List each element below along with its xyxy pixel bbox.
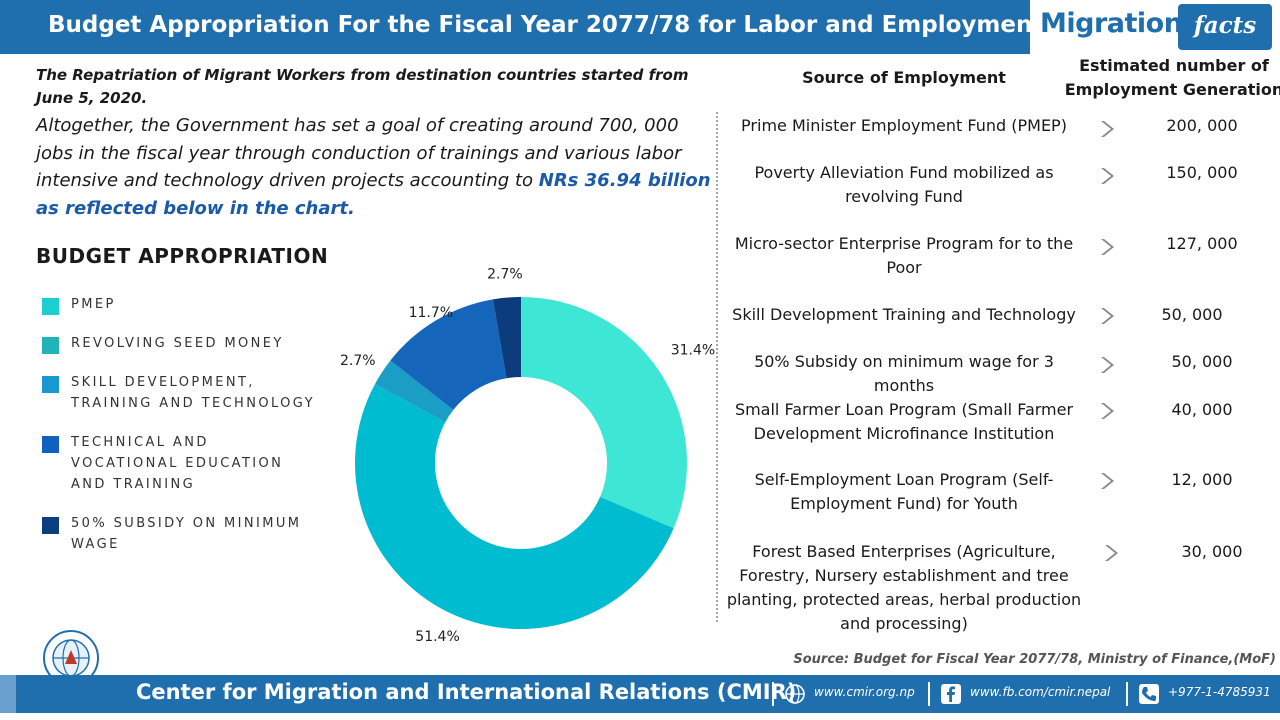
chart-title: BUDGET APPROPRIATION — [36, 244, 329, 268]
globe-icon — [785, 684, 805, 704]
employment-count: 127, 000 — [1166, 234, 1238, 253]
donut-slice-technical-vocational — [390, 299, 507, 410]
legend-label: REVOLVING SEED MONEY — [71, 336, 284, 351]
legend-label: PMEP — [71, 297, 116, 312]
employment-source: Prime Minister Employment Fund (PMEP) — [741, 116, 1067, 135]
chevron-right-icon — [1105, 545, 1118, 561]
donut-slice-subsidy-minimum-wage — [492, 297, 521, 379]
employment-count: 12, 000 — [1171, 470, 1233, 489]
legend-swatch — [42, 517, 59, 534]
employment-count: 50, 000 — [1171, 352, 1233, 371]
employment-count: 40, 000 — [1171, 400, 1233, 419]
intro-highlight: NRs 36.94 billion as reflected below in … — [36, 170, 711, 219]
intro-body: Altogether, the Government has set a goa… — [36, 112, 716, 222]
legend-item-technical-vocational: TECHNICAL AND VOCATIONAL EDUCATION AND T… — [42, 432, 322, 495]
table-header-source: Source of Employment — [802, 68, 1006, 87]
donut-slice-skill-development — [374, 360, 454, 423]
logo-text-facts: facts — [1178, 4, 1272, 50]
column-divider — [716, 112, 718, 622]
chevron-right-icon — [1101, 473, 1114, 489]
employment-count: 30, 000 — [1181, 542, 1243, 561]
legend-label: TECHNICAL AND VOCATIONAL EDUCATION AND T… — [71, 435, 284, 492]
donut-label-technical-vocational: 11.7% — [409, 305, 453, 321]
intro-body-text: Altogether, the Government has set a goa… — [36, 115, 682, 191]
donut-label-revolving-seed-money: 51.4% — [415, 629, 459, 645]
chevron-right-icon — [1101, 239, 1114, 255]
footer-bar: Center for Migration and International R… — [0, 675, 1280, 713]
legend-label: SKILL DEVELOPMENT, TRAINING AND TECHNOLO… — [71, 375, 315, 411]
source-note: Source: Budget for Fiscal Year 2077/78, … — [793, 652, 1276, 667]
donut-slice-pmep — [521, 297, 687, 529]
footer-separator — [1126, 682, 1128, 706]
chevron-right-icon — [1101, 308, 1114, 324]
chevron-right-icon — [1101, 357, 1114, 373]
phone-icon — [1139, 684, 1159, 704]
donut-label-pmep: 31.4% — [671, 343, 715, 359]
footer-separator — [928, 682, 930, 706]
legend-swatch — [42, 337, 59, 354]
legend-swatch — [42, 436, 59, 453]
donut-slice-revolving-seed-money — [355, 384, 674, 629]
employment-count: 200, 000 — [1166, 116, 1238, 135]
logo-text-migration: Migration — [1040, 8, 1183, 39]
employment-source: Skill Development Training and Technolog… — [732, 305, 1076, 324]
facebook-icon — [941, 684, 961, 704]
page-title: Budget Appropriation For the Fiscal Year… — [48, 12, 1044, 38]
legend-item-skill-development: SKILL DEVELOPMENT, TRAINING AND TECHNOLO… — [42, 372, 322, 414]
chevron-right-icon — [1101, 121, 1114, 137]
employment-source: Self-Employment Loan Program (Self-Emplo… — [754, 470, 1054, 513]
footer-accent-strip — [0, 675, 16, 713]
footer-website[interactable]: www.cmir.org.np — [814, 685, 915, 699]
intro-bold-line: The Repatriation of Migrant Workers from… — [36, 66, 689, 107]
employment-count: 50, 000 — [1161, 305, 1223, 324]
footer-separator — [772, 682, 774, 706]
legend-swatch — [42, 298, 59, 315]
donut-label-subsidy-minimum-wage: 2.7% — [487, 267, 523, 283]
employment-source: Small Farmer Loan Program (Small Farmer … — [734, 400, 1074, 443]
chart-legend: PMEP REVOLVING SEED MONEY SKILL DEVELOPM… — [42, 294, 322, 573]
legend-swatch — [42, 376, 59, 393]
legend-item-revolving-seed-money: REVOLVING SEED MONEY — [42, 333, 322, 354]
footer-facebook[interactable]: www.fb.com/cmir.nepal — [970, 685, 1111, 699]
chevron-right-icon — [1101, 168, 1114, 184]
budget-donut-chart: 31.4% 51.4% 2.7% 11.7% 2.7% — [340, 267, 715, 645]
footer-org-name: Center for Migration and International R… — [136, 680, 797, 704]
employment-source: Poverty Alleviation Fund mobilized as re… — [754, 163, 1054, 206]
employment-source: Forest Based Enterprises (Agriculture, F… — [726, 542, 1082, 633]
legend-item-pmep: PMEP — [42, 294, 322, 315]
legend-item-subsidy-minimum-wage: 50% SUBSIDY ON MINIMUM WAGE — [42, 513, 322, 555]
legend-label: 50% SUBSIDY ON MINIMUM WAGE — [71, 516, 302, 552]
chevron-right-icon — [1101, 403, 1114, 419]
header-bar: Budget Appropriation For the Fiscal Year… — [0, 0, 1043, 54]
employment-source: Micro-sector Enterprise Program for to t… — [734, 234, 1074, 277]
table-header-count: Estimated number of Employment Generatio… — [1064, 56, 1280, 99]
employment-source: 50% Subsidy on minimum wage for 3 months — [754, 352, 1054, 395]
employment-count: 150, 000 — [1166, 163, 1238, 182]
donut-label-skill-development: 2.7% — [340, 353, 376, 369]
footer-phone[interactable]: +977-1-4785931 — [1168, 685, 1271, 699]
